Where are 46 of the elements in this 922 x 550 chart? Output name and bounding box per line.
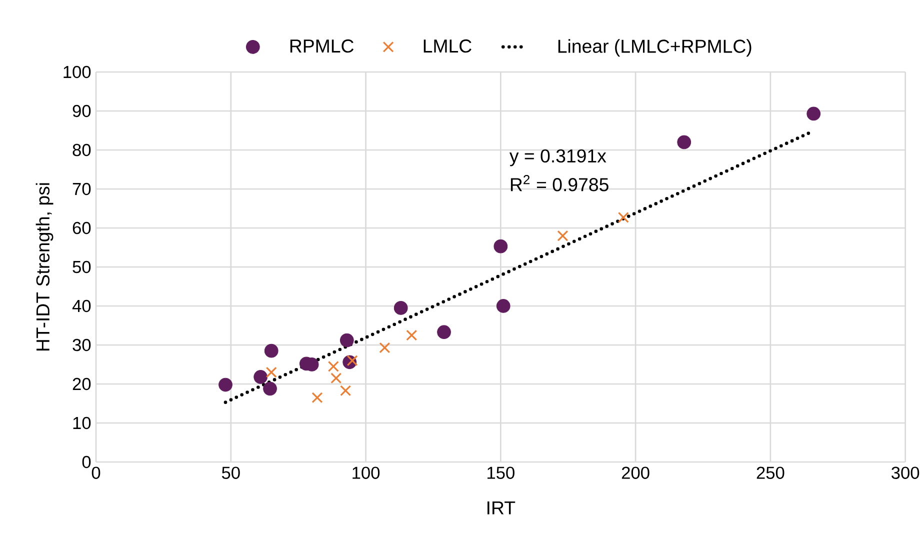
x-tick-label: 250 — [756, 466, 784, 479]
point — [330, 372, 342, 384]
point — [263, 382, 277, 396]
y-tick-label: 100 — [64, 66, 91, 78]
annotation: R$^{2}$ = 0.9785 — [510, 175, 608, 192]
y-tick-label: 60 — [72, 222, 91, 234]
x-axis-title: IRT — [488, 501, 516, 514]
point — [340, 385, 352, 396]
x-tick-label: 200 — [622, 466, 650, 479]
x-tick-label: 100 — [352, 466, 380, 479]
y-axis-title: HT-IDT Strength, psi — [36, 183, 54, 351]
legend-label: RPMLC — [290, 39, 354, 53]
point — [254, 370, 268, 384]
point — [264, 344, 278, 358]
x-tick-label: 0 — [92, 466, 100, 479]
x-tick-label: 300 — [892, 466, 920, 479]
point — [806, 106, 821, 121]
point — [312, 392, 323, 404]
y-tick-label: 90 — [72, 104, 91, 118]
point — [494, 239, 508, 254]
legend-label: Linear (LMLC+RPMLC) — [558, 39, 752, 57]
point — [496, 299, 510, 313]
point — [266, 366, 277, 378]
point — [406, 330, 418, 341]
y-tick-label: 0 — [82, 456, 91, 468]
point — [557, 230, 568, 242]
point — [379, 342, 390, 354]
y-tick-label: 40 — [72, 300, 91, 312]
y-tick-label: 30 — [72, 338, 91, 352]
y-tick-label: 70 — [72, 182, 91, 196]
point — [677, 135, 692, 150]
y-tick-label: 10 — [73, 416, 91, 430]
point — [340, 333, 354, 348]
legend-label: LMLC — [424, 39, 472, 53]
y-tick-label: 20 — [72, 378, 91, 390]
annotation: y = 0.3191x — [509, 149, 606, 166]
x-tick-label: 150 — [488, 466, 514, 479]
point — [218, 378, 232, 392]
point — [394, 301, 408, 315]
point — [328, 360, 339, 372]
point — [437, 325, 451, 340]
point — [346, 355, 358, 366]
x-tick-label: 50 — [222, 466, 240, 479]
point — [618, 212, 629, 223]
y-tick-label: 50 — [72, 260, 91, 274]
y-tick-label: 80 — [72, 144, 91, 156]
